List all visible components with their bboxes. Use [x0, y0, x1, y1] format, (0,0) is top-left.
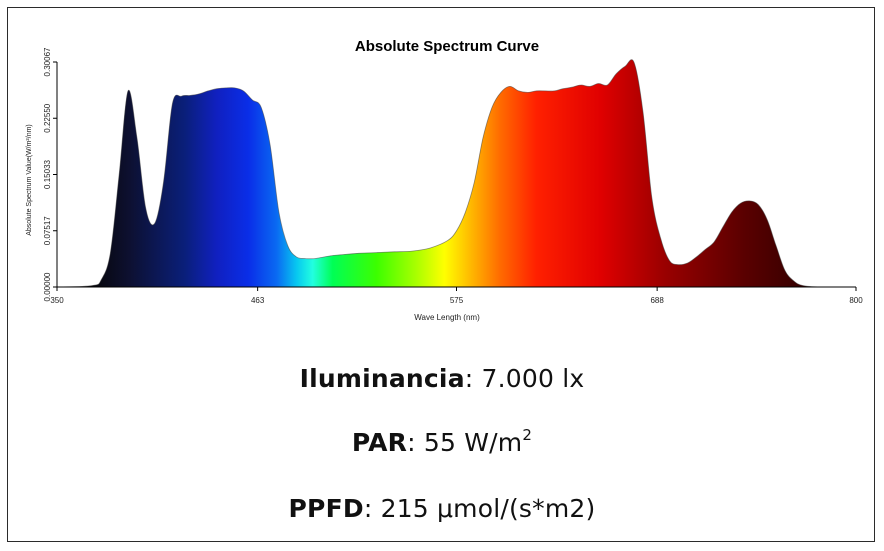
ppfd-readout: PPFD: 215 μmol/(s*m2)	[0, 494, 884, 523]
y-axis-ticks: 0.00000 0.07517 0.15033 0.22550 0.30067	[43, 47, 57, 301]
x-tick-label: 575	[450, 296, 464, 305]
x-axis-label: Wave Length (nm)	[414, 313, 480, 322]
illuminance-value: : 7.000 lx	[464, 364, 585, 393]
spectrum-line	[56, 59, 856, 288]
ppfd-value: : 215 μmol/(s*m2)	[363, 494, 596, 523]
par-label: PAR	[351, 428, 408, 457]
x-tick-label: 688	[650, 296, 664, 305]
x-tick-label: 463	[251, 296, 265, 305]
chart-title: Absolute Spectrum Curve	[355, 38, 539, 55]
x-tick-label: 350	[50, 296, 64, 305]
par-readout: PAR: 55 W/m2	[0, 426, 884, 458]
y-tick-label: 0.07517	[43, 216, 52, 245]
par-value: : 55 W/m	[407, 428, 523, 457]
par-unit-exponent: 2	[522, 426, 533, 444]
illuminance-readout: Iluminancia: 7.000 lx	[0, 364, 884, 393]
y-tick-label: 0.15033	[43, 159, 52, 188]
x-tick-label: 800	[849, 296, 863, 305]
illuminance-label: Iluminancia	[299, 364, 465, 393]
spectrum-area	[57, 59, 856, 287]
x-axis-ticks: 350 463 575 688 800	[50, 287, 863, 305]
y-tick-label: 0.00000	[43, 272, 52, 301]
y-axis-label: Absolute Spectrum Value(W/m²/nm)	[26, 124, 33, 236]
y-tick-label: 0.22550	[43, 103, 52, 132]
ppfd-label: PPFD	[288, 494, 364, 523]
y-tick-label: 0.30067	[43, 47, 52, 76]
